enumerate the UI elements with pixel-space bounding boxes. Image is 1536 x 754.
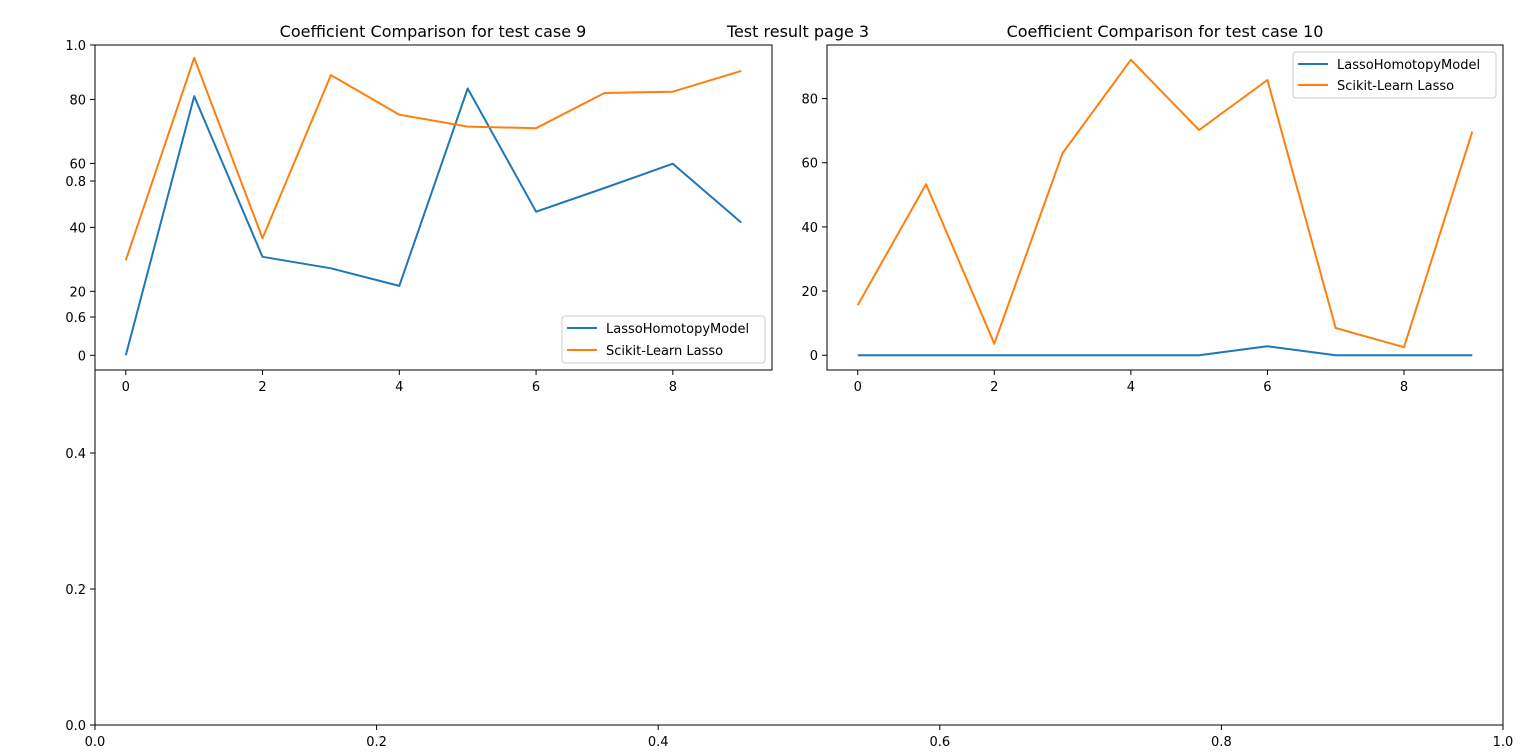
- panel-10-x-tick-label: 2: [990, 380, 998, 395]
- background-y-tick-label: 0.2: [65, 583, 86, 598]
- background-x-tick-label: 0.2: [366, 735, 387, 750]
- panel-10-legend: LassoHomotopyModel Scikit-Learn Lasso: [1292, 51, 1497, 99]
- background-y-tick-label: 1.0: [65, 39, 86, 54]
- panel-9-y-tick-label: 60: [69, 157, 86, 172]
- panel-9-x-tick-label: 8: [669, 380, 677, 395]
- panel-9-x-ticks: 0 2 4 6 8: [122, 370, 677, 395]
- panel-9-x-tick-label: 0: [122, 380, 130, 395]
- panel-9-y-tick-label: 0: [78, 349, 86, 364]
- panel-10-y-tick-label: 60: [801, 157, 818, 172]
- background-x-tick-label: 1.0: [1493, 735, 1514, 750]
- background-x-ticks: 0.0 0.2 0.4 0.6 0.8 1.0: [85, 725, 1514, 750]
- panel-9-legend: LassoHomotopyModel Scikit-Learn Lasso: [561, 315, 766, 364]
- panel-10-series-line-sklearn-lasso: [856, 58, 1474, 349]
- background-y-tick-label: 0.6: [65, 311, 86, 326]
- chart-test-case-9: Coefficient Comparison for test case 9 0…: [69, 22, 773, 395]
- panel-9-title: Coefficient Comparison for test case 9: [280, 22, 587, 41]
- panel-9-legend-box: [561, 315, 766, 364]
- background-x-tick-label: 0.6: [929, 735, 950, 750]
- panel-10-legend-label-lasso-homotopy: LassoHomotopyModel: [1337, 58, 1480, 73]
- panel-9-y-tick-label: 20: [69, 285, 86, 300]
- panel-9-series-line-lasso-homotopy: [124, 87, 742, 356]
- panel-10-y-tick-label: 40: [801, 221, 818, 236]
- panel-10-plot-area: [826, 44, 1504, 371]
- panel-10-x-tick-label: 0: [854, 380, 862, 395]
- panel-10-x-ticks: 0 2 4 6 8: [854, 370, 1408, 395]
- panel-10-x-tick-label: 8: [1400, 380, 1408, 395]
- background-axes: 0.0 0.2 0.4 0.6 0.8 1.0 0.0 0.2 0.4 0.6 0.8 1.0: [65, 39, 1513, 750]
- panel-9-y-ticks: 0 20 40 60 80: [69, 93, 95, 364]
- background-y-tick-label: 0.0: [65, 719, 86, 734]
- panel-9-series-line-sklearn-lasso: [124, 56, 742, 261]
- panel-10-y-tick-label: 20: [801, 285, 818, 300]
- panel-10-title: Coefficient Comparison for test case 10: [1007, 22, 1324, 41]
- panel-9-y-tick-label: 80: [69, 93, 86, 108]
- panel-10-y-tick-label: 0: [810, 349, 818, 364]
- panel-9-x-tick-label: 6: [532, 380, 540, 395]
- panel-9-x-tick-label: 4: [395, 380, 403, 395]
- panel-10-x-tick-label: 4: [1127, 380, 1135, 395]
- background-y-ticks: 0.0 0.2 0.4 0.6 0.8 1.0: [65, 39, 95, 734]
- panel-9-x-tick-label: 2: [258, 380, 266, 395]
- panel-10-series: [856, 58, 1474, 357]
- panel-10-x-tick-label: 6: [1263, 380, 1271, 395]
- panel-9-series: [124, 56, 742, 356]
- background-y-tick-label: 0.8: [65, 175, 86, 190]
- background-x-tick-label: 0.0: [85, 735, 106, 750]
- panel-9-y-tick-label: 40: [69, 221, 86, 236]
- panel-9-legend-label-sklearn-lasso: Scikit-Learn Lasso: [606, 344, 723, 359]
- panel-10-y-tick-label: 80: [801, 93, 818, 108]
- panel-10-series-line-lasso-homotopy: [857, 345, 1473, 357]
- background-x-tick-label: 0.4: [648, 735, 669, 750]
- chart-test-case-10: Coefficient Comparison for test case 10 …: [801, 22, 1504, 395]
- panel-9-legend-label-lasso-homotopy: LassoHomotopyModel: [606, 322, 749, 337]
- panel-10-legend-label-sklearn-lasso: Scikit-Learn Lasso: [1337, 79, 1454, 94]
- panel-10-y-ticks: 0 20 40 60 80: [801, 93, 827, 364]
- background-y-tick-label: 0.4: [65, 447, 86, 462]
- suptitle: Test result page 3: [726, 22, 869, 41]
- background-x-tick-label: 0.8: [1211, 735, 1232, 750]
- panel-10-legend-box: [1292, 51, 1497, 99]
